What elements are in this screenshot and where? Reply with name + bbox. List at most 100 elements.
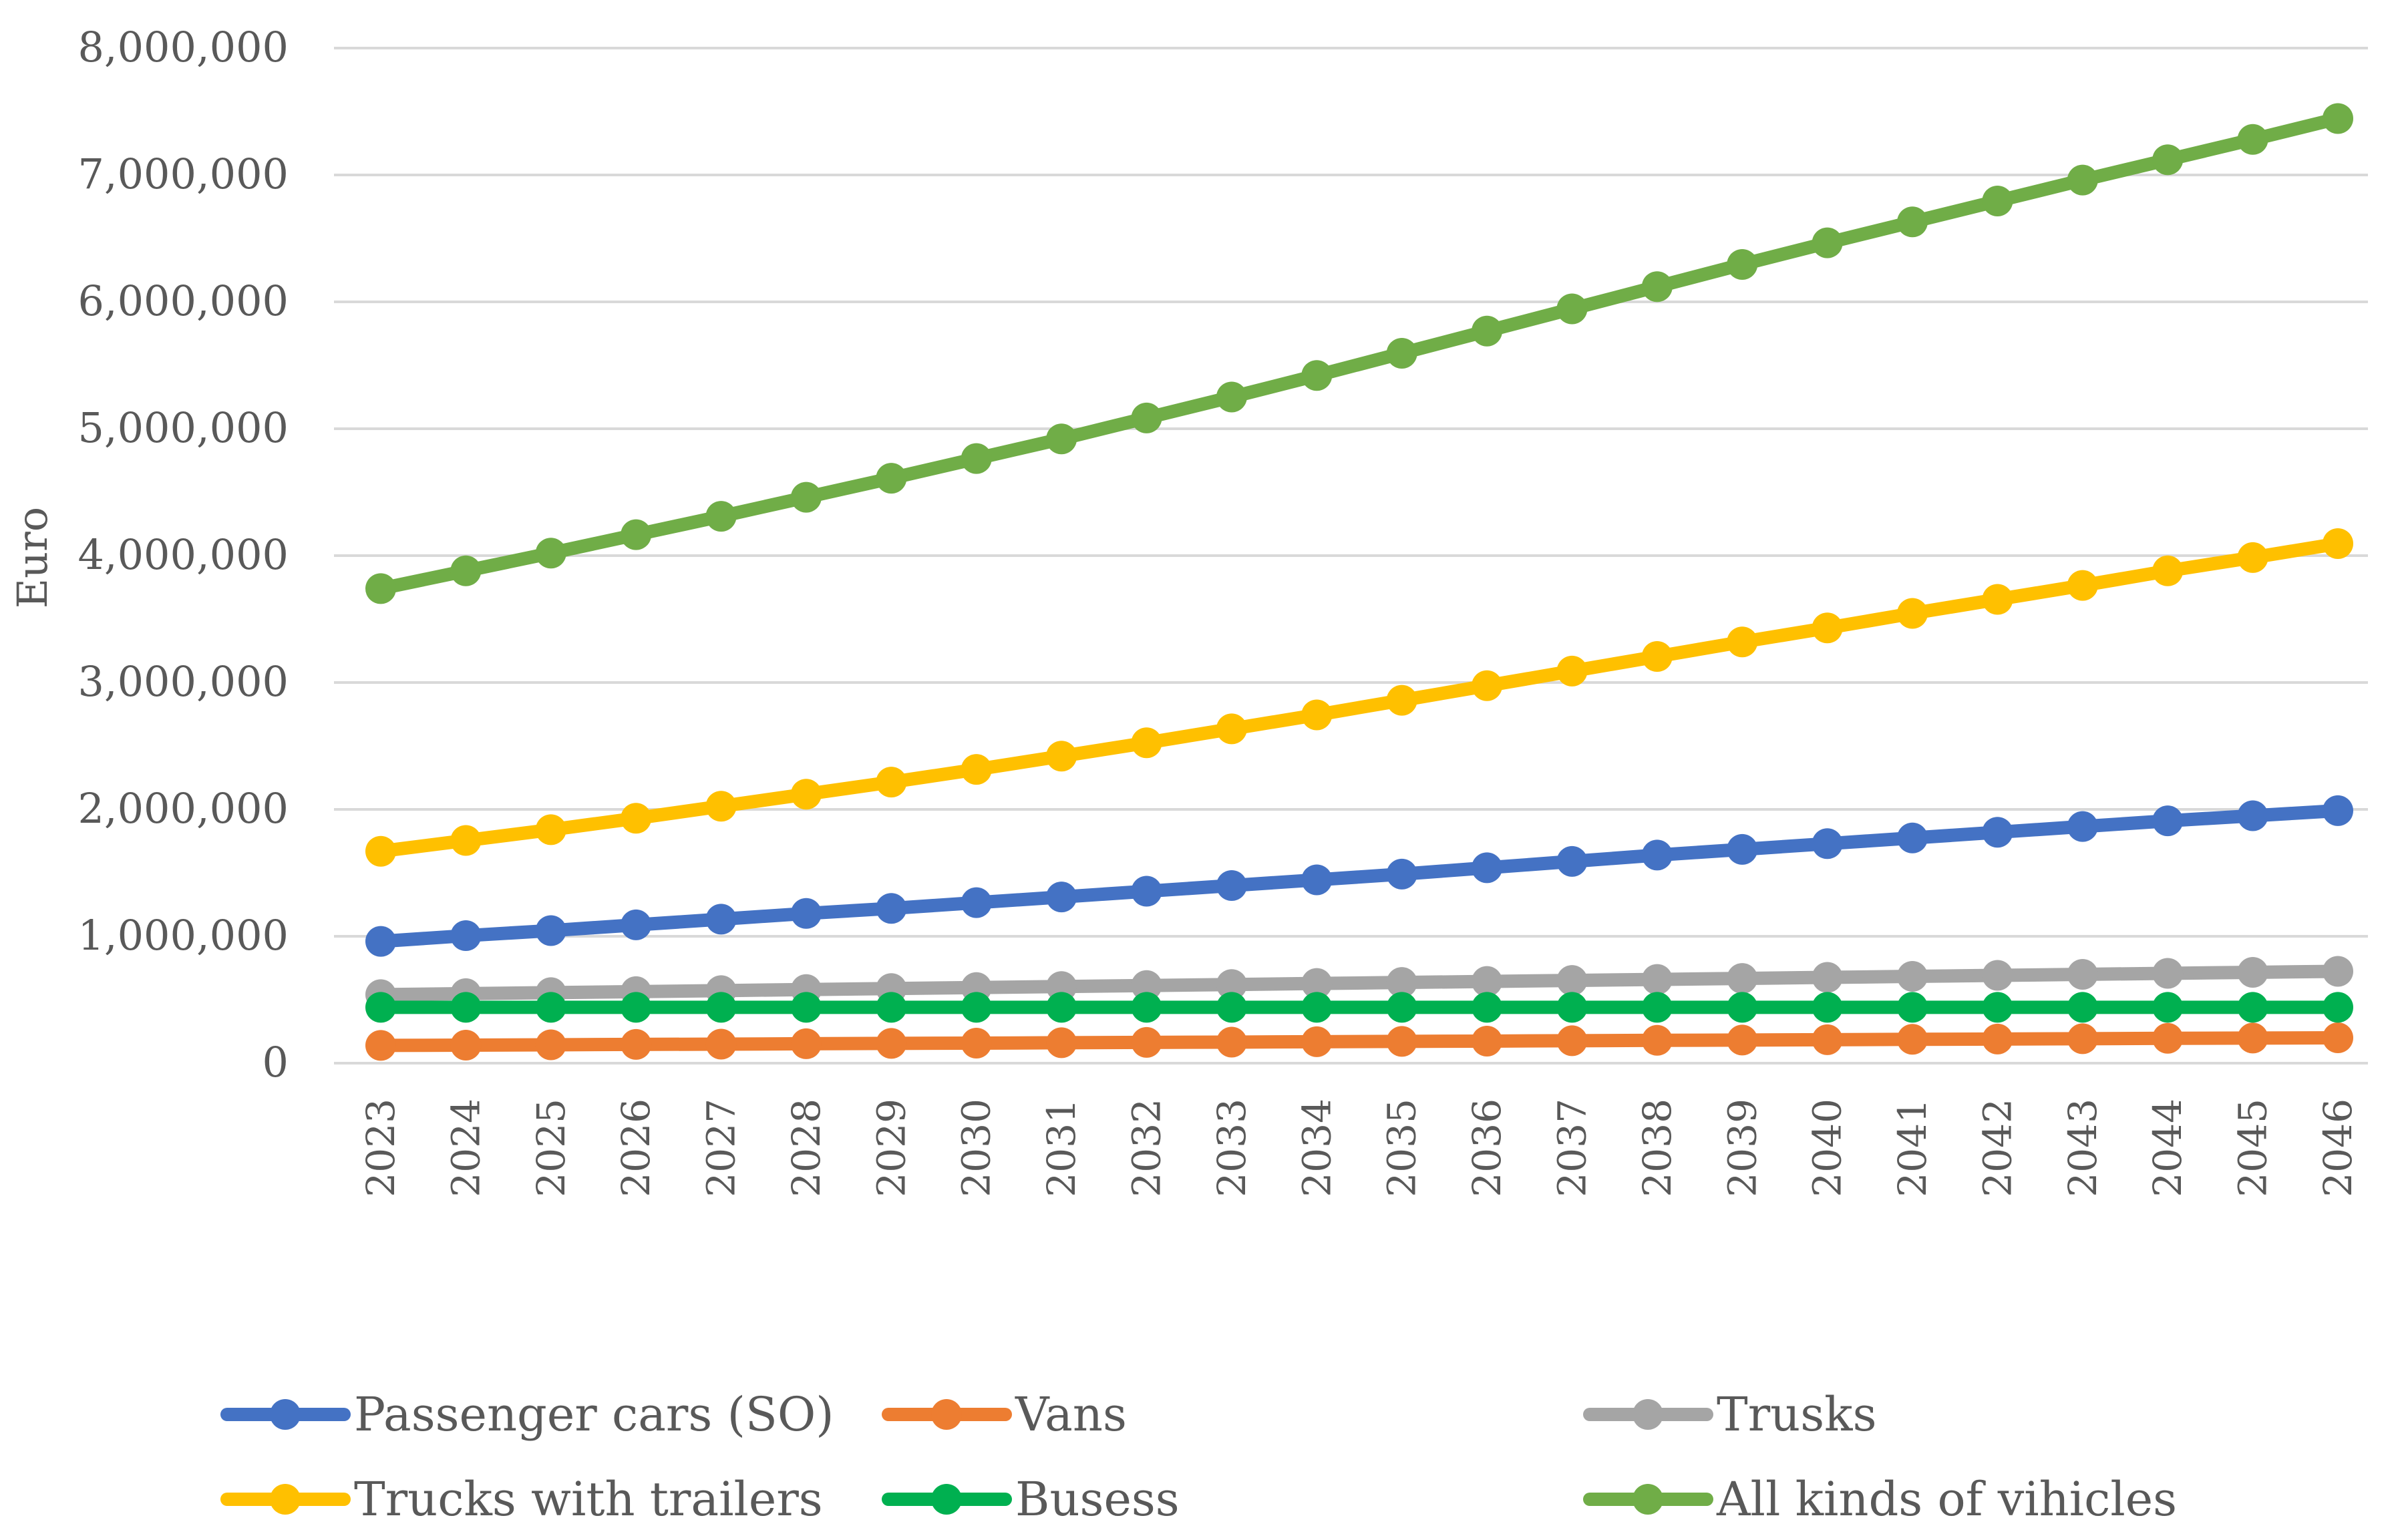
- data-point: [961, 992, 992, 1023]
- y-tick-label: 4,000,000: [77, 530, 289, 579]
- x-tick-label: 2023: [358, 1099, 403, 1197]
- data-point: [961, 443, 992, 474]
- data-point: [2152, 958, 2184, 989]
- data-point: [1386, 992, 1417, 1023]
- legend-label: Trusks: [1717, 1387, 1877, 1442]
- data-point: [1216, 969, 1247, 1000]
- y-axis-tick-labels: 0 1,000,000 2,000,000 3,000,000 4,000,000 5,0…: [77, 23, 289, 1087]
- data-point: [2323, 103, 2353, 134]
- series-busess: [365, 992, 2353, 1023]
- data-point: [2237, 1022, 2268, 1054]
- x-tick-label: 2028: [784, 1099, 829, 1197]
- x-tick-label: 2046: [2315, 1099, 2361, 1197]
- data-point: [365, 1030, 396, 1061]
- data-point: [790, 1028, 822, 1059]
- legend-label: Trucks with trailers: [354, 1472, 823, 1527]
- x-tick-label: 2035: [1379, 1099, 1425, 1197]
- data-point: [1301, 864, 1333, 896]
- y-tick-label: 5,000,000: [77, 403, 289, 452]
- legend-marker: [931, 1484, 962, 1515]
- y-tick-label: 7,000,000: [77, 150, 289, 198]
- x-tick-label: 2044: [2145, 1099, 2190, 1197]
- data-point: [961, 1027, 992, 1058]
- data-point: [1812, 992, 1843, 1023]
- x-tick-label: 2032: [1124, 1099, 1170, 1197]
- legend-item-passenger-cars-so: Passenger cars (SO): [220, 1387, 834, 1442]
- data-point: [450, 1030, 482, 1061]
- data-point: [1641, 992, 1673, 1023]
- data-point: [1131, 1026, 1162, 1058]
- legend-item-trucks-with-trailers: Trucks with trailers: [220, 1472, 823, 1527]
- data-point: [621, 1028, 652, 1060]
- data-point: [961, 754, 992, 785]
- legend-marker: [1633, 1484, 1663, 1515]
- series-line: [374, 112, 2345, 596]
- data-point: [1812, 828, 1843, 859]
- data-point: [1641, 1024, 1673, 1056]
- x-axis-tick-labels: 2023 2024 2025 2026 2027 2028 2029 2030 2031 2032…: [358, 1099, 2361, 1197]
- data-point: [876, 992, 907, 1023]
- data-point: [1897, 822, 1928, 853]
- x-tick-label: 2027: [699, 1099, 744, 1197]
- data-point: [2152, 805, 2184, 837]
- data-point: [1897, 992, 1928, 1023]
- data-point: [1982, 960, 2013, 991]
- data-point: [961, 887, 992, 918]
- data-point: [705, 904, 737, 935]
- legend-item-vans: Vans: [882, 1387, 1127, 1442]
- data-point: [1386, 1026, 1417, 1057]
- x-tick-label: 2024: [443, 1099, 488, 1197]
- data-point: [2323, 795, 2353, 826]
- data-point: [705, 992, 737, 1023]
- x-tick-label: 2041: [1890, 1099, 1935, 1197]
- data-point: [1897, 598, 1928, 629]
- data-point: [1216, 992, 1247, 1023]
- data-point: [1897, 206, 1928, 238]
- series-line: [374, 964, 2345, 1002]
- data-point: [790, 482, 822, 513]
- x-tick-label: 2040: [1805, 1099, 1850, 1197]
- y-tick-label: 2,000,000: [77, 784, 289, 833]
- data-point: [1386, 858, 1417, 890]
- series-trusks: [365, 956, 2353, 1010]
- data-point: [1472, 670, 1503, 701]
- series-trucks-with-trailers: [365, 528, 2353, 867]
- data-point: [1982, 817, 2013, 848]
- legend-item-trusks: Trusks: [1583, 1387, 1877, 1442]
- data-point: [535, 814, 566, 845]
- y-tick-label: 1,000,000: [77, 911, 289, 960]
- data-point: [1556, 992, 1588, 1023]
- data-point: [876, 1028, 907, 1059]
- data-point: [1982, 1023, 2013, 1054]
- legend-item-busess: Busess: [882, 1472, 1180, 1527]
- data-point: [450, 555, 482, 586]
- data-point: [1386, 337, 1417, 369]
- data-point: [1046, 741, 1077, 772]
- data-point: [2152, 555, 2184, 586]
- data-point: [535, 915, 566, 946]
- legend-label: All kinds of vihicles: [1716, 1472, 2177, 1527]
- data-point: [1897, 961, 1928, 992]
- data-point: [2323, 1022, 2353, 1053]
- data-point: [1727, 833, 1758, 865]
- data-point: [2237, 800, 2268, 831]
- data-point: [1812, 612, 1843, 644]
- legend-item-all-kinds-of-vihicles: All kinds of vihicles: [1583, 1472, 2177, 1527]
- data-point: [1727, 963, 1758, 994]
- data-point: [1046, 882, 1077, 913]
- data-point: [365, 573, 396, 604]
- data-point: [876, 767, 907, 798]
- x-tick-label: 2039: [1719, 1099, 1765, 1197]
- data-point: [1216, 1026, 1247, 1058]
- data-point: [1556, 1025, 1588, 1056]
- data-point: [1812, 227, 1843, 258]
- data-point: [2067, 1023, 2098, 1054]
- series-vans: [365, 1022, 2353, 1061]
- y-tick-label: 0: [263, 1038, 289, 1087]
- data-point: [1727, 1024, 1758, 1056]
- data-point: [1982, 992, 2013, 1023]
- data-point: [705, 1028, 737, 1060]
- series-line: [374, 803, 2345, 948]
- series-passenger-cars-so: [365, 795, 2353, 957]
